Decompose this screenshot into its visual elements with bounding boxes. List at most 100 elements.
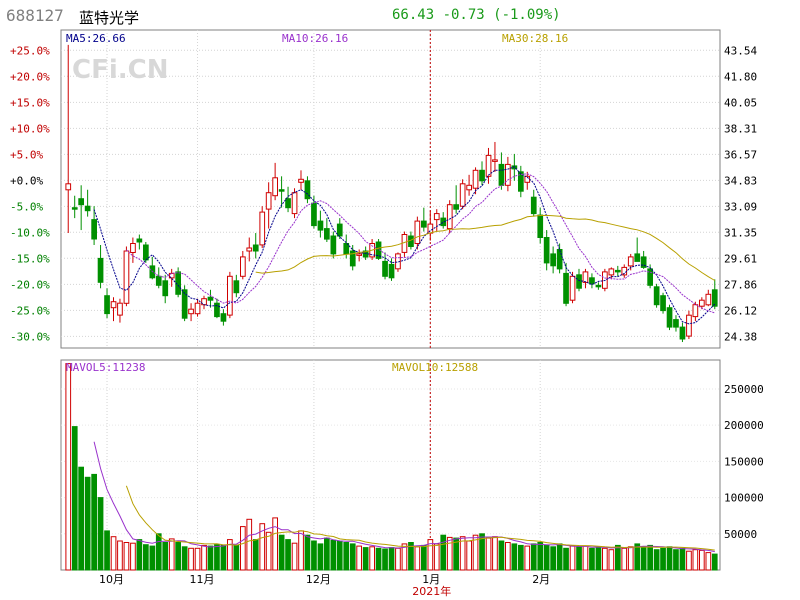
candle-body bbox=[472, 169, 479, 189]
volume-bar bbox=[589, 547, 595, 571]
candle-body bbox=[71, 207, 78, 210]
volume-bar bbox=[530, 543, 537, 571]
candle-body bbox=[576, 274, 582, 289]
candle-body bbox=[414, 220, 421, 245]
mavol10-line bbox=[125, 485, 715, 551]
candle-body bbox=[375, 241, 382, 259]
candle-body bbox=[686, 314, 692, 337]
candle-body bbox=[356, 253, 362, 256]
volume-bar bbox=[324, 537, 330, 571]
volume-bar bbox=[382, 548, 388, 571]
volume-bar bbox=[408, 542, 414, 571]
volume-bar bbox=[343, 542, 350, 571]
volume-bar bbox=[285, 539, 291, 571]
price-quote: 66.43 -0.73 (-1.09%) bbox=[392, 7, 561, 23]
volume-bar bbox=[602, 547, 608, 571]
right-axis-tick-label: 33.09 bbox=[724, 200, 757, 213]
candle-body bbox=[518, 171, 524, 192]
ma5-line bbox=[93, 166, 716, 325]
left-axis-tick-label: +0.0% bbox=[10, 174, 43, 187]
candle-body bbox=[647, 268, 653, 286]
candle-body bbox=[291, 192, 298, 215]
left-axis-tick-label: -30.0% bbox=[10, 330, 50, 343]
volume-bar bbox=[330, 539, 337, 571]
candle-body bbox=[304, 180, 311, 200]
left-axis-tick-label: -25.0% bbox=[10, 304, 50, 317]
candle-body bbox=[692, 304, 699, 318]
candle-body bbox=[168, 272, 175, 279]
volume-bar bbox=[97, 497, 104, 571]
volume-bar bbox=[576, 546, 582, 571]
volume-bar bbox=[582, 545, 589, 571]
volume-bar bbox=[440, 534, 447, 571]
volume-bar bbox=[524, 545, 531, 571]
candle-body bbox=[705, 293, 712, 306]
volume-bar bbox=[168, 538, 175, 571]
right-axis-tick-label: 43.54 bbox=[724, 44, 757, 57]
volume-bar bbox=[660, 547, 666, 571]
candle-body bbox=[492, 159, 498, 162]
left-axis-tick-label: +25.0% bbox=[10, 44, 50, 57]
volume-bar bbox=[71, 426, 78, 571]
volume-bar bbox=[537, 542, 544, 571]
ma-legend-label: MA5:26.66 bbox=[66, 32, 126, 45]
volume-bar bbox=[543, 544, 550, 571]
volume-bar bbox=[278, 534, 285, 571]
volume-bar bbox=[395, 547, 401, 571]
candle-body bbox=[240, 256, 246, 277]
candle-body bbox=[595, 284, 602, 288]
ma-legend-label: MA10:26.16 bbox=[282, 32, 348, 45]
volume-bar bbox=[214, 544, 220, 571]
volume-bar bbox=[621, 547, 628, 571]
candle-body bbox=[634, 253, 641, 262]
volume-bar bbox=[550, 546, 556, 571]
candle-body bbox=[162, 280, 169, 297]
candle-body bbox=[207, 296, 214, 301]
candle-body bbox=[272, 177, 278, 197]
volume-bar bbox=[155, 533, 162, 571]
candle-body bbox=[479, 169, 485, 182]
volume-bar bbox=[711, 553, 718, 571]
right-axis-tick-label: 41.80 bbox=[724, 70, 757, 83]
right-axis-tick-label: 29.61 bbox=[724, 252, 757, 265]
volume-bar bbox=[143, 544, 149, 571]
candle-body bbox=[246, 247, 253, 252]
volume-bar bbox=[246, 518, 253, 571]
candle-body bbox=[259, 211, 266, 246]
candle-body bbox=[395, 253, 401, 270]
candle-body bbox=[699, 299, 705, 307]
volume-bar bbox=[699, 549, 705, 571]
volume-bar bbox=[692, 549, 699, 571]
candle-body bbox=[91, 219, 98, 240]
candle-body bbox=[330, 235, 337, 255]
volume-bar bbox=[453, 537, 459, 571]
candle-body bbox=[421, 220, 427, 228]
candle-body bbox=[317, 220, 324, 231]
candle-body bbox=[285, 198, 291, 209]
volume-bar bbox=[207, 545, 214, 571]
volume-bar bbox=[421, 544, 427, 571]
candle-body bbox=[485, 154, 492, 177]
volume-bar bbox=[304, 534, 311, 571]
volume-axis-tick-label: 50000 bbox=[724, 528, 757, 541]
volume-bar bbox=[356, 545, 362, 571]
volume-bar bbox=[162, 542, 169, 571]
candle-body bbox=[194, 302, 201, 315]
candle-body bbox=[220, 313, 227, 322]
volume-axis-tick-label: 200000 bbox=[724, 419, 764, 432]
candle-body bbox=[311, 202, 317, 227]
volume-bar bbox=[336, 540, 343, 571]
volume-bar bbox=[433, 543, 440, 571]
volume-bar bbox=[653, 549, 660, 571]
candle-body bbox=[252, 244, 259, 252]
candle-body bbox=[653, 286, 660, 306]
candle-body bbox=[324, 228, 330, 240]
volume-axis-tick-label: 250000 bbox=[724, 383, 764, 396]
stock-name: 蓝特光学 bbox=[79, 9, 140, 27]
volume-bar bbox=[401, 543, 408, 571]
right-axis-tick-label: 26.12 bbox=[724, 304, 757, 317]
candle-body bbox=[233, 280, 240, 294]
candle-body bbox=[65, 183, 72, 191]
candle-body bbox=[336, 223, 343, 237]
